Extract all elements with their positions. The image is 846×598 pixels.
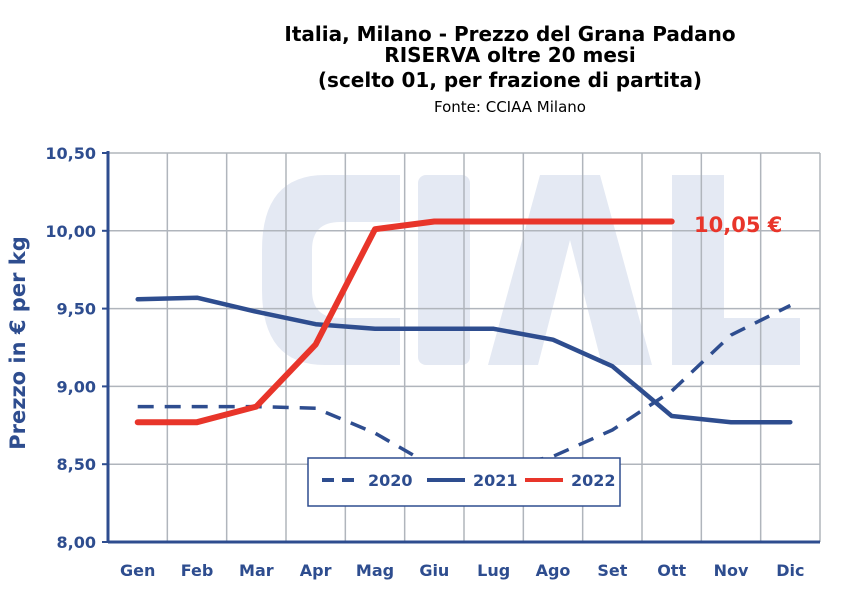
chart-subtitle: (scelto 01, per frazione di partita): [317, 68, 703, 92]
y-axis-label: Prezzo in € per kg: [6, 236, 30, 450]
y-tick-label: 9,00: [57, 377, 96, 396]
chart-series: [134, 218, 793, 471]
y-tick-label: 10,00: [45, 222, 96, 241]
x-tick-label: Set: [597, 561, 627, 580]
y-tick-label: 10,50: [45, 144, 96, 163]
watermark-letter-c: [262, 175, 400, 365]
chart-axes: [106, 151, 820, 544]
watermark-letter-i: [418, 175, 470, 365]
series-line-2022: [134, 218, 675, 426]
x-tick-label: Feb: [181, 561, 214, 580]
x-tick-label: Mar: [239, 561, 274, 580]
x-tick-label: Dic: [776, 561, 804, 580]
x-tick-label: Mag: [356, 561, 394, 580]
legend-label-2022: 2022: [571, 471, 616, 490]
x-tick-label: Ott: [657, 561, 686, 580]
series-line-2021: [135, 295, 793, 425]
y-tick-label: 8,50: [57, 455, 96, 474]
chart-source: Fonte: CCIAA Milano: [434, 98, 586, 116]
x-tick-label: Nov: [714, 561, 749, 580]
y-tick-label: 8,00: [57, 533, 96, 552]
x-axis-ticks: Gen Feb Mar Apr Mag Giu Lug Ago Set Ott Nov Dic: [120, 561, 804, 580]
x-tick-label: Ago: [536, 561, 571, 580]
x-tick-label: Apr: [300, 561, 332, 580]
x-tick-label: Gen: [120, 561, 155, 580]
legend-label-2021: 2021: [473, 471, 518, 490]
watermark-letter-l: [672, 175, 800, 365]
x-tick-label: Lug: [477, 561, 510, 580]
legend-label-2020: 2020: [368, 471, 413, 490]
legend: 2020 2021 2022: [307, 457, 621, 507]
chart-title-line2: RISERVA oltre 20 mesi: [384, 43, 636, 67]
y-axis-ticks: 8,00 8,50 9,00 9,50 10,00 10,50: [45, 144, 108, 552]
chart-title: Italia, Milano - Prezzo del Grana Padano: [284, 22, 736, 46]
watermark-letter-a: [488, 175, 652, 365]
x-tick-label: Giu: [419, 561, 449, 580]
y-tick-label: 9,50: [57, 300, 96, 319]
annotation-last-value: 10,05 €: [694, 213, 782, 237]
